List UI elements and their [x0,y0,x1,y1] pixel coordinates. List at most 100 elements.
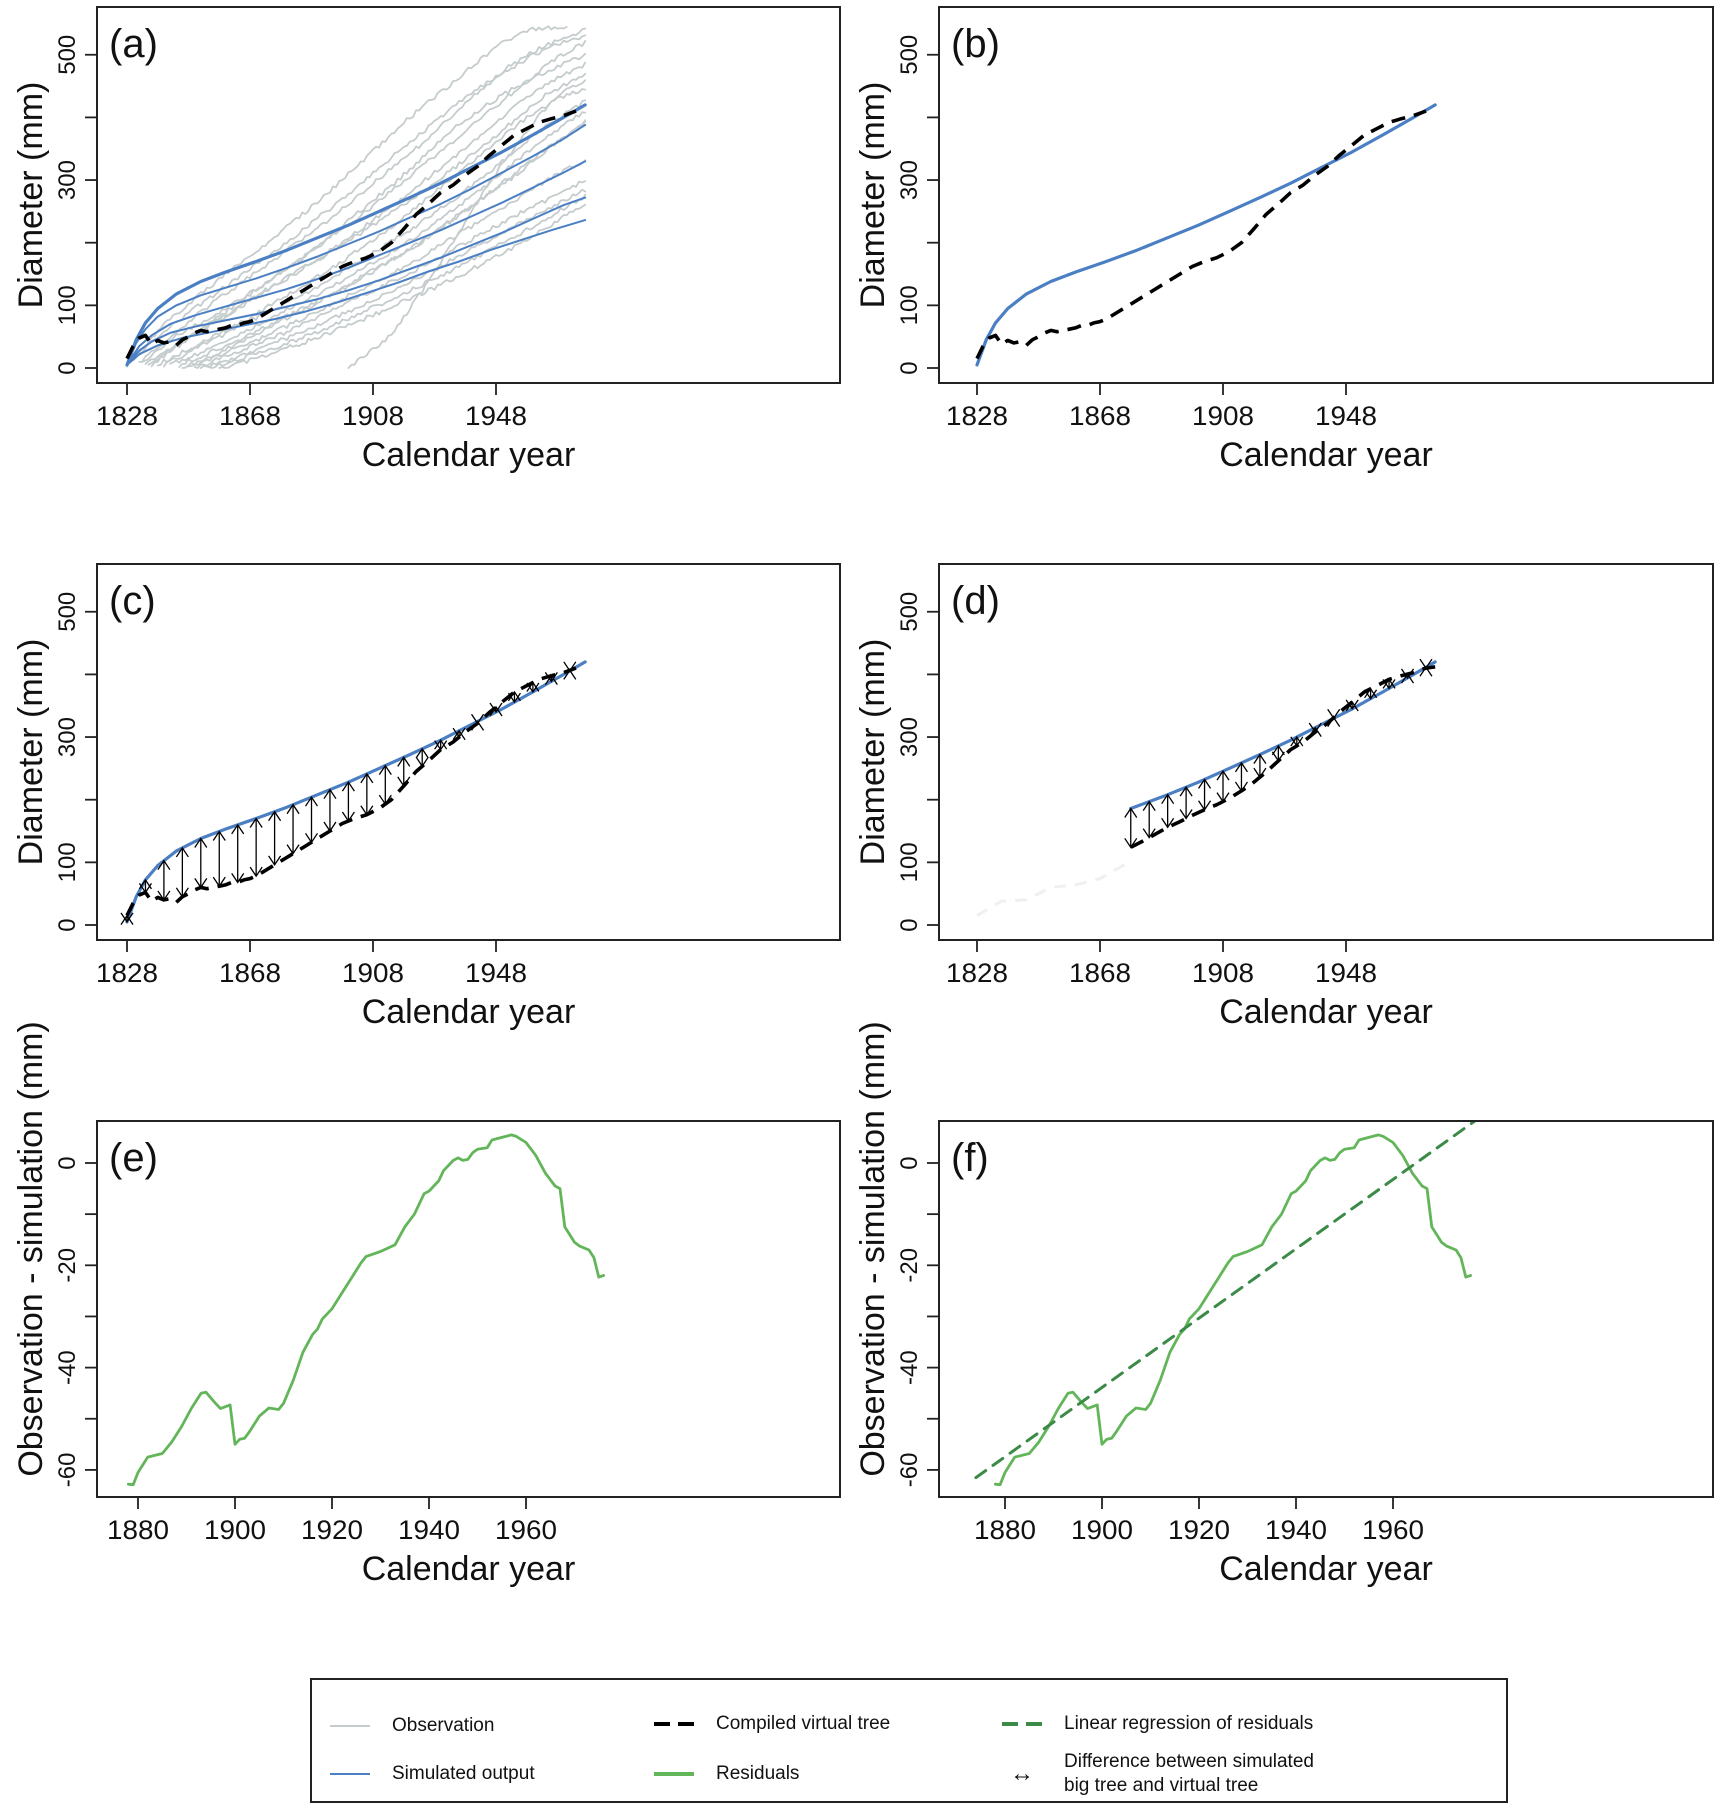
x-axis: 1880 1900 1920 1940 1960 [974,1497,1424,1545]
plot-area [974,1121,1477,1487]
arrow-head-icon [507,692,521,704]
arrow-head-icon [120,914,134,925]
arrow-head-icon [452,727,466,739]
legend: Observation Simulated output Compiled vi… [310,1678,1508,1803]
arrow-head-icon [1124,807,1138,818]
arrow-head-icon [1198,800,1212,811]
arrow-head-icon [194,837,208,848]
x-tick-label: 1940 [398,1515,460,1545]
difference-arrow [1271,744,1285,763]
series-residual [993,1133,1472,1487]
arrow-head-icon [1142,800,1156,811]
y-tick-label: -40 [54,1350,81,1385]
difference-arrow [304,796,319,844]
y-tick-label: 100 [54,285,81,325]
series-observation [138,27,587,363]
x-tick-label: 1960 [1362,1515,1424,1545]
x-axis-label: Calendar year [1219,1550,1433,1588]
arrow-head-icon [360,805,374,816]
legend-label: Compiled virtual tree [716,1713,891,1734]
difference-arrow [138,878,152,894]
arrow-head-icon [304,796,319,807]
panel-a: 0 100 300 500 1828 1868 1908 1948 Calendar year D… [12,6,841,474]
arrow-head-icon [471,713,485,725]
y-axis: 0 100 300 500 [54,35,97,375]
x-tick-label: 1920 [1168,1515,1230,1545]
series-observation [178,119,587,368]
legend-swatch-observation [330,1718,370,1734]
y-axis: 0 100 300 500 [896,35,939,375]
difference-arrow [1234,761,1248,793]
arrow-head-icon [397,756,411,767]
difference-arrow [231,823,245,884]
series-observation [209,193,587,369]
arrow-head-icon [526,682,540,694]
y-tick-label: 0 [54,1156,81,1169]
arrow-head-icon [268,810,282,822]
series-observation [144,72,587,365]
series-virtual [1129,665,1436,849]
x-tick-label: 1828 [946,958,1008,988]
difference-arrow [1290,735,1304,747]
y-axis: 0 100 300 500 [896,592,939,932]
x-axis-label: Calendar year [1219,436,1433,474]
y-tick-label: -40 [896,1350,923,1385]
x-axis: 1828 1868 1908 1948 [946,940,1377,988]
x-axis-label: Calendar year [362,993,576,1031]
y-tick-label: 500 [896,35,923,75]
arrow-head-icon [1308,726,1322,738]
arrow-head-icon [1290,735,1304,747]
arrow-head-icon [507,690,521,702]
y-tick-label: -20 [896,1248,923,1283]
series-observation [181,120,587,369]
x-tick-label: 1868 [219,958,281,988]
difference-arrow [526,681,540,694]
difference-arrow [212,830,226,888]
y-tick-label: 500 [54,35,81,75]
arrow-head-icon [1400,668,1415,680]
arrow-head-icon [1308,722,1322,734]
y-tick-label: -20 [54,1248,81,1283]
series-simulated-thick [125,660,587,924]
difference-arrow [1382,678,1396,690]
difference-arrow [544,672,558,686]
difference-arrow [1179,785,1193,820]
arrow-head-icon [1400,672,1415,684]
plot-frame [938,1120,1714,1498]
series-virtual [125,666,577,917]
y-tick-label: 100 [54,842,81,882]
arrow-head-icon [341,811,355,823]
difference-arrow [397,756,411,788]
difference-arrow [415,747,429,768]
arrow-head-icon [1216,792,1230,803]
arrow-head-icon [249,817,263,828]
arrow-head-icon [120,912,134,924]
arrow-head-icon [1327,716,1341,727]
difference-arrow [1345,699,1359,712]
y-axis: 0 100 300 500 [54,592,97,932]
y-axis: 0 -20 -40 -60 [896,1156,939,1487]
plot-frame [938,563,1714,941]
difference-arrow [120,912,134,925]
series-observation [163,99,587,368]
arrow-head-icon [212,876,226,888]
panel-d: 0 100 300 500 1828 1868 1908 1948 Calendar year D… [854,563,1714,1031]
difference-arrow [489,702,503,717]
arrow-head-icon [1124,837,1138,849]
x-tick-label: 1908 [342,401,404,431]
x-axis: 1828 1868 1908 1948 [96,940,527,988]
difference-arrow [323,788,337,833]
panel-label: (f) [951,1136,989,1180]
series-simulated [126,196,587,366]
x-tick-label: 1900 [1071,1515,1133,1545]
legend-swatch-regression [1002,1716,1042,1732]
difference-arrow [507,690,521,704]
difference-arrow [1400,668,1415,684]
x-tick-label: 1960 [495,1515,557,1545]
y-tick-label: 300 [54,717,81,757]
x-tick-label: 1880 [107,1515,169,1545]
legend-swatch-virtual [654,1716,694,1732]
panel-label: (e) [109,1136,158,1180]
difference-arrow [268,810,282,867]
